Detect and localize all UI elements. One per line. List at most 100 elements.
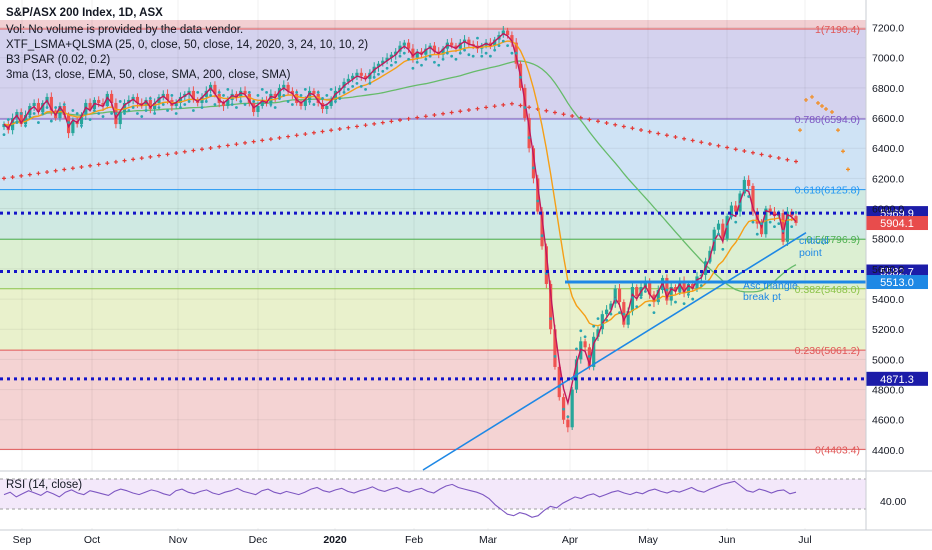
sma200-mark [182, 149, 187, 154]
sma200-mark [492, 104, 497, 109]
sma200-mark [570, 113, 575, 118]
candle-body [721, 223, 725, 239]
psar-dot [41, 112, 45, 115]
psar-dot [230, 103, 234, 106]
psar-dot [191, 109, 195, 112]
psar-dot [415, 60, 419, 64]
psar-dot [553, 354, 557, 358]
price-tick-label: 4400.0 [872, 445, 904, 457]
sma200-mark [10, 175, 15, 180]
sma200-mark [174, 151, 179, 156]
candle-body [316, 93, 320, 103]
rsi-line [3, 480, 797, 518]
psar-dot [596, 317, 600, 321]
time-tick-label: Apr [562, 534, 579, 546]
candle-body [549, 283, 553, 330]
fib-band [0, 28, 866, 119]
psar-dot [488, 54, 492, 58]
psar-dot [174, 112, 178, 115]
indicator-legend-line: B3 PSAR (0.02, 0.2) [6, 54, 110, 66]
sma200-mark [260, 138, 265, 143]
candle-body [165, 93, 170, 100]
candle-body [308, 90, 312, 100]
candle-body [424, 48, 428, 55]
psar-dot [471, 54, 475, 58]
psar-dot [299, 94, 303, 97]
psar-dot [235, 106, 238, 109]
fib-band [0, 350, 866, 450]
psar-dot [579, 329, 583, 333]
sma200-mark [682, 136, 687, 141]
sma200-mark [664, 133, 669, 138]
candle-body [303, 99, 307, 106]
candle-body [148, 99, 152, 109]
candle-body [785, 211, 789, 242]
psar-future-mark [830, 110, 834, 115]
candle-body [613, 288, 617, 304]
candle-body [691, 283, 695, 289]
psar-dot [24, 124, 27, 127]
candle-body [394, 51, 398, 55]
candle-body [441, 48, 445, 55]
psar-dot [226, 87, 230, 91]
price-badge-label: 5513.0 [880, 277, 914, 289]
psar-dot [385, 66, 389, 70]
sma200-mark [148, 154, 153, 159]
annotation-asc-triangle: Asc triangle [743, 280, 798, 292]
psar-dot [364, 87, 367, 91]
price-tick-label: 5000.0 [872, 354, 904, 366]
candle-body [506, 30, 510, 36]
candle-body [105, 93, 109, 106]
psar-dot [80, 124, 83, 127]
candle-body [290, 90, 294, 94]
sma200-mark [53, 168, 58, 173]
psar-dot [71, 109, 75, 112]
candle-body [376, 63, 381, 67]
candle-body [626, 311, 630, 325]
sma200-mark [165, 152, 170, 157]
candle-body [729, 205, 734, 217]
candle-body [432, 45, 437, 52]
sma200-mark [466, 107, 471, 112]
sma200-mark [45, 170, 50, 175]
psar-dot [97, 112, 101, 115]
candle-body [734, 205, 738, 212]
price-tick-label: 6200.0 [872, 173, 904, 185]
psar-dot [402, 51, 406, 55]
candle-body [458, 42, 462, 49]
sma200-mark [406, 116, 411, 121]
candle-body [617, 288, 622, 303]
psar-dot [484, 51, 488, 55]
ema13-line [3, 40, 797, 327]
candle-body [36, 102, 41, 113]
candle-body [699, 274, 703, 277]
sma200-mark [294, 133, 299, 138]
sma200-mark [794, 159, 798, 164]
psar-dot [613, 297, 617, 301]
psar-dot [768, 220, 772, 224]
psar-dot [398, 54, 402, 58]
candle-body [286, 84, 290, 91]
sma200-mark [544, 108, 549, 113]
psar-dot [695, 285, 699, 289]
candle-body [299, 102, 303, 106]
psar-dot [458, 51, 462, 55]
price-tick-label: 7000.0 [872, 53, 904, 65]
sma200-mark [561, 112, 566, 117]
psar-dot [781, 229, 785, 233]
grid [0, 0, 866, 530]
psar-dot [566, 415, 570, 419]
psar-dot [58, 115, 62, 118]
psar-dot [420, 63, 423, 67]
sma200-series [2, 101, 798, 181]
psar-dot [372, 75, 376, 79]
psar-dot [751, 220, 755, 224]
fib-level-label: 1(7190.4) [815, 24, 860, 36]
psar-dot [325, 94, 329, 97]
candle-body [71, 121, 75, 134]
sma200-mark [268, 137, 273, 142]
fib-level-label: 0.236(5061.2) [795, 345, 860, 357]
candle-body [49, 96, 53, 111]
psar-dot [721, 247, 725, 251]
sma200-mark [690, 138, 695, 143]
